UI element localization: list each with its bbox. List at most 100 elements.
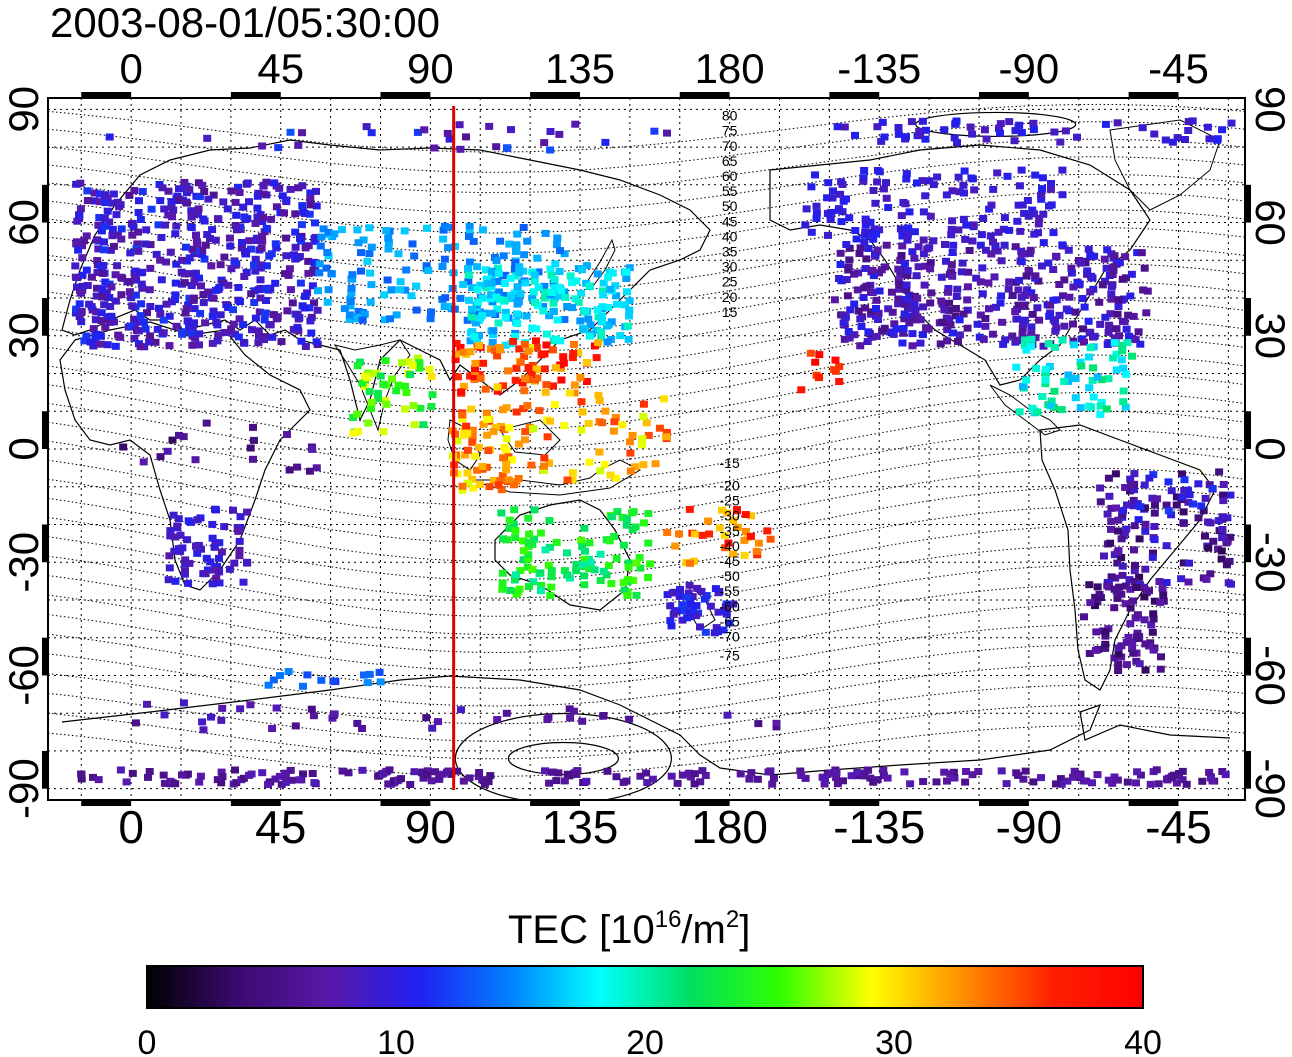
tec-pixel bbox=[988, 330, 997, 338]
tec-pixel bbox=[595, 448, 604, 456]
tec-pixel bbox=[606, 285, 615, 293]
tec-pixel bbox=[1018, 201, 1027, 209]
tec-pixel bbox=[812, 215, 821, 222]
tec-pixel bbox=[1126, 620, 1135, 628]
tec-pixel bbox=[1128, 352, 1137, 360]
tec-pixel bbox=[852, 235, 861, 243]
tec-pixel bbox=[806, 349, 815, 357]
tec-pixel bbox=[122, 778, 131, 786]
tec-pixel bbox=[1098, 281, 1107, 289]
tec-pixel bbox=[599, 567, 608, 575]
tec-pixel bbox=[1092, 628, 1101, 636]
tec-pixel bbox=[1114, 303, 1123, 310]
tec-pixel bbox=[1058, 166, 1067, 174]
tec-pixel bbox=[867, 333, 876, 341]
tec-pixel bbox=[549, 308, 558, 316]
tec-pixel bbox=[165, 552, 174, 560]
tec-pixel bbox=[1223, 514, 1232, 522]
tec-pixel bbox=[168, 436, 177, 444]
tec-pixel bbox=[994, 124, 1003, 132]
tec-pixel bbox=[324, 286, 333, 294]
tec-pixel bbox=[74, 246, 83, 254]
tec-pixel bbox=[605, 537, 614, 545]
tec-pixel bbox=[519, 537, 528, 545]
tec-pixel bbox=[349, 414, 358, 421]
axis-tick-band-left bbox=[42, 524, 48, 563]
tec-pixel bbox=[580, 572, 588, 580]
tec-pixel bbox=[511, 376, 520, 384]
tec-pixel bbox=[468, 426, 477, 434]
tec-pixel bbox=[282, 196, 291, 204]
tec-pixel bbox=[158, 184, 167, 192]
tec-pixel bbox=[855, 250, 864, 257]
tec-pixel bbox=[1189, 500, 1197, 508]
tec-pixel bbox=[880, 133, 889, 141]
tec-pixel bbox=[180, 279, 189, 287]
contour-label: -55 bbox=[720, 583, 740, 599]
tec-pixel bbox=[1148, 553, 1157, 561]
tec-pixel bbox=[1119, 398, 1128, 406]
axis-tick-band-top bbox=[979, 92, 1029, 98]
tec-pixel bbox=[262, 224, 271, 232]
axis-tick-band-bottom bbox=[230, 800, 281, 806]
tec-pixel bbox=[1204, 544, 1213, 552]
tec-pixel bbox=[833, 780, 842, 788]
tec-pixel bbox=[859, 177, 868, 185]
tec-pixel bbox=[427, 777, 436, 785]
tec-pixel bbox=[546, 592, 555, 600]
tec-pixel bbox=[133, 240, 142, 248]
tec-pixel bbox=[254, 327, 263, 335]
tec-pixel bbox=[306, 195, 315, 202]
tec-pixel bbox=[602, 571, 611, 579]
tec-pixel bbox=[1122, 639, 1131, 646]
tec-pixel bbox=[1136, 503, 1145, 511]
tec-pixel bbox=[1150, 536, 1159, 544]
tec-pixel bbox=[686, 597, 695, 605]
tec-pixel bbox=[468, 305, 476, 313]
tec-pixel bbox=[400, 227, 409, 235]
tec-pixel bbox=[1070, 767, 1079, 775]
tec-pixel bbox=[97, 309, 106, 317]
tec-pixel bbox=[422, 262, 431, 270]
tec-pixel bbox=[623, 288, 631, 296]
tec-pixel bbox=[206, 235, 214, 242]
tec-pixel bbox=[613, 508, 622, 516]
tec-pixel bbox=[126, 249, 135, 257]
tec-pixel bbox=[853, 286, 862, 294]
tec-pixel bbox=[898, 232, 907, 240]
tec-pixel bbox=[198, 718, 207, 726]
tec-pixel bbox=[388, 375, 396, 383]
tec-pixel bbox=[626, 467, 635, 475]
tec-pixel bbox=[1130, 486, 1138, 494]
tec-pixel bbox=[571, 295, 580, 303]
tec-pixel bbox=[229, 320, 238, 328]
tec-pixel bbox=[581, 308, 590, 316]
tec-pixel bbox=[165, 342, 174, 350]
tec-pixel bbox=[77, 308, 86, 315]
tec-pixel bbox=[1073, 279, 1082, 287]
tec-pixel bbox=[754, 720, 763, 728]
tec-pixel bbox=[899, 325, 908, 332]
tec-pixel bbox=[987, 250, 996, 258]
tec-pixel bbox=[295, 776, 304, 784]
tec-pixel bbox=[1194, 514, 1203, 522]
tec-pixel bbox=[353, 315, 362, 323]
tec-pixel bbox=[193, 240, 202, 248]
tec-pixel bbox=[1134, 516, 1143, 524]
tec-pixel bbox=[1085, 328, 1094, 336]
tec-pixel bbox=[1037, 191, 1046, 199]
tec-pixel bbox=[1049, 316, 1058, 324]
tec-pixel bbox=[1083, 267, 1092, 275]
tec-pixel bbox=[82, 332, 91, 340]
tec-pixel bbox=[94, 245, 103, 253]
tec-pixel bbox=[268, 725, 277, 732]
tec-pixel bbox=[1227, 119, 1236, 127]
tec-pixel bbox=[547, 271, 556, 279]
contour-label: -75 bbox=[720, 647, 740, 663]
tec-pixel bbox=[381, 397, 390, 404]
tec-pixel bbox=[452, 340, 461, 347]
tec-pixel bbox=[1106, 310, 1115, 318]
tec-pixel bbox=[511, 248, 520, 255]
tec-pixel bbox=[1025, 268, 1034, 276]
tec-pixel bbox=[525, 375, 534, 383]
